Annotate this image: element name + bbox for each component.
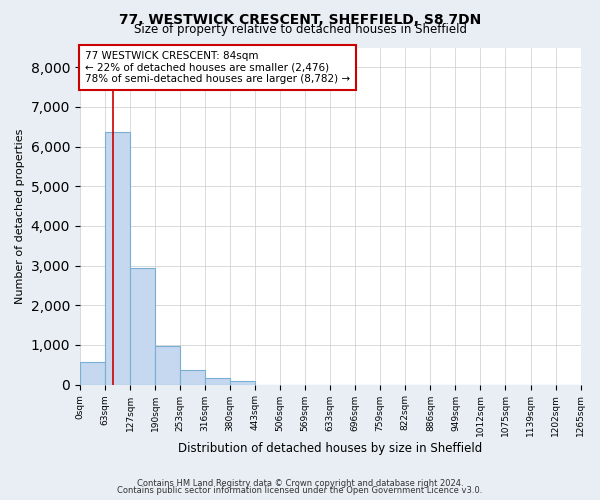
Text: Contains public sector information licensed under the Open Government Licence v3: Contains public sector information licen… — [118, 486, 482, 495]
Bar — [230, 380, 255, 384]
Bar — [80, 362, 105, 384]
Text: 77 WESTWICK CRESCENT: 84sqm
← 22% of detached houses are smaller (2,476)
78% of : 77 WESTWICK CRESCENT: 84sqm ← 22% of det… — [85, 51, 350, 84]
Bar — [130, 268, 155, 384]
Y-axis label: Number of detached properties: Number of detached properties — [15, 128, 25, 304]
X-axis label: Distribution of detached houses by size in Sheffield: Distribution of detached houses by size … — [178, 442, 482, 455]
Text: Contains HM Land Registry data © Crown copyright and database right 2024.: Contains HM Land Registry data © Crown c… — [137, 478, 463, 488]
Text: Size of property relative to detached houses in Sheffield: Size of property relative to detached ho… — [133, 22, 467, 36]
Bar — [105, 132, 130, 384]
Text: 77, WESTWICK CRESCENT, SHEFFIELD, S8 7DN: 77, WESTWICK CRESCENT, SHEFFIELD, S8 7DN — [119, 12, 481, 26]
Bar — [180, 370, 205, 384]
Bar — [205, 378, 230, 384]
Bar — [155, 346, 180, 385]
